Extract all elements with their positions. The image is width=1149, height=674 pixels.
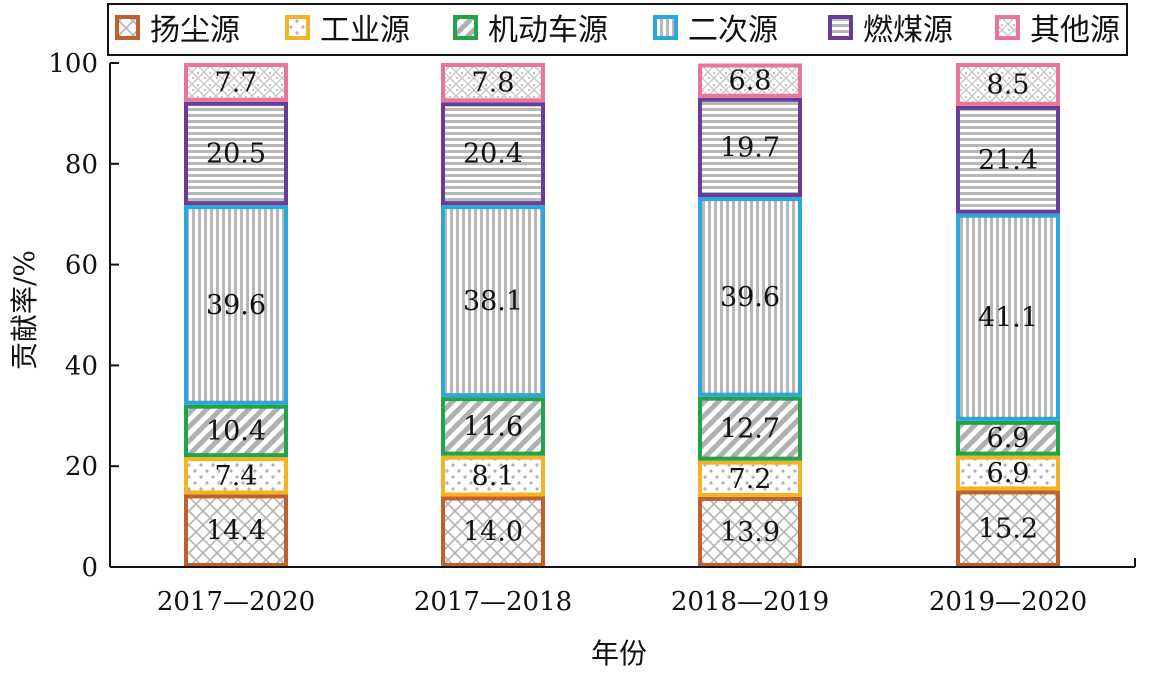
legend-label-4: 燃煤源 (863, 13, 953, 48)
data-label-2-4: 19.7 (720, 132, 780, 163)
data-label-2-3: 39.6 (720, 282, 780, 313)
y-tick-label-2: 40 (65, 351, 98, 381)
bar-segment-2-2 (698, 396, 802, 461)
legend-swatch-0 (115, 15, 140, 40)
x-tick-label-0: 2017—2020 (157, 587, 315, 617)
data-label-1-2: 11.6 (463, 411, 523, 442)
bar-segment-0-4 (184, 101, 288, 206)
y-tick-label-1: 20 (65, 452, 98, 482)
data-label-2-1: 7.2 (729, 464, 772, 495)
x-tick-label-1: 2017—2018 (414, 587, 572, 617)
bar-segment-3-0 (956, 490, 1060, 567)
bar-segment-1-0 (441, 496, 545, 567)
bar-segment-1-1 (441, 455, 545, 497)
data-label-3-5: 8.5 (987, 69, 1030, 100)
x-tick-label-3: 2019—2020 (929, 587, 1087, 617)
data-label-0-1: 7.4 (215, 461, 258, 492)
legend-swatch-2 (453, 15, 478, 40)
data-label-1-1: 8.1 (472, 461, 515, 492)
legend-label-3: 二次源 (688, 13, 778, 48)
data-label-3-2: 6.9 (987, 423, 1030, 454)
y-tick-label-5: 100 (48, 49, 98, 79)
legend-swatch-3 (653, 15, 678, 40)
bar-segment-1-4 (441, 102, 545, 206)
bar-segment-2-5 (698, 63, 802, 98)
data-label-0-0: 14.4 (206, 516, 266, 547)
data-label-3-0: 15.2 (978, 514, 1038, 545)
legend-swatch-1 (285, 15, 310, 40)
data-label-1-3: 38.1 (463, 286, 523, 317)
bar-segment-1-5 (441, 63, 545, 103)
data-label-2-5: 6.8 (729, 66, 772, 97)
data-label-1-5: 7.8 (472, 68, 515, 99)
legend-swatch-5 (995, 15, 1020, 40)
bar-segment-1-2 (441, 397, 545, 456)
bar-segment-1-3 (441, 205, 545, 398)
data-label-2-2: 12.7 (720, 414, 780, 445)
legend: 扬尘源 工业源 机动车源 二次源 燃煤源 其他源 (115, 13, 1120, 48)
legend-frame (107, 3, 1128, 56)
legend-label-5: 其他源 (1030, 13, 1120, 48)
data-label-0-3: 39.6 (206, 290, 266, 321)
y-tick-label-0: 0 (81, 553, 98, 583)
data-label-1-0: 14.0 (463, 517, 523, 548)
bar-segment-2-1 (698, 460, 802, 497)
y-axis-label: 贡献率/% (8, 250, 41, 370)
data-label-3-4: 21.4 (978, 145, 1038, 176)
bar-segment-0-0 (184, 494, 288, 568)
legend-swatch-4 (828, 15, 853, 40)
bar-segment-3-4 (956, 105, 1060, 214)
bar-segment-3-1 (956, 455, 1060, 491)
data-label-3-3: 41.1 (978, 302, 1038, 333)
y-tick-label-3: 60 (65, 251, 98, 281)
bar-segment-3-3 (956, 213, 1060, 421)
x-axis-label: 年份 (591, 637, 647, 670)
data-label-0-4: 20.5 (206, 138, 266, 169)
data-label-1-4: 20.4 (463, 139, 523, 170)
data-label-3-1: 6.9 (987, 458, 1030, 489)
bar-segment-0-3 (184, 205, 288, 405)
bar-segment-0-2 (184, 404, 288, 458)
bar-segment-3-2 (956, 420, 1060, 456)
data-label-0-2: 10.4 (206, 416, 266, 447)
legend-label-1: 工业源 (320, 13, 410, 48)
x-axis: 2017—2020 2017—2018 2018—2019 2019—2020 (110, 558, 1136, 617)
data-label-2-0: 13.9 (720, 517, 780, 548)
legend-label-0: 扬尘源 (150, 13, 240, 48)
bars-group: 14.4 7.4 10.4 39.6 20.5 7.7 14.0 8.1 11.6 38.1 20.… (184, 63, 1060, 568)
bar-segment-2-4 (698, 97, 802, 198)
y-axis: 0 20 40 60 80 100 (48, 49, 119, 583)
data-label-0-5: 7.7 (215, 67, 258, 98)
bar-segment-3-5 (956, 63, 1060, 106)
bar-segment-2-0 (698, 496, 802, 567)
bar-segment-0-1 (184, 457, 288, 495)
legend-label-2: 机动车源 (488, 13, 608, 48)
bar-segment-0-5 (184, 63, 288, 102)
x-tick-label-2: 2018—2019 (671, 587, 829, 617)
bar-segment-2-3 (698, 197, 802, 397)
y-tick-label-4: 80 (65, 150, 98, 180)
